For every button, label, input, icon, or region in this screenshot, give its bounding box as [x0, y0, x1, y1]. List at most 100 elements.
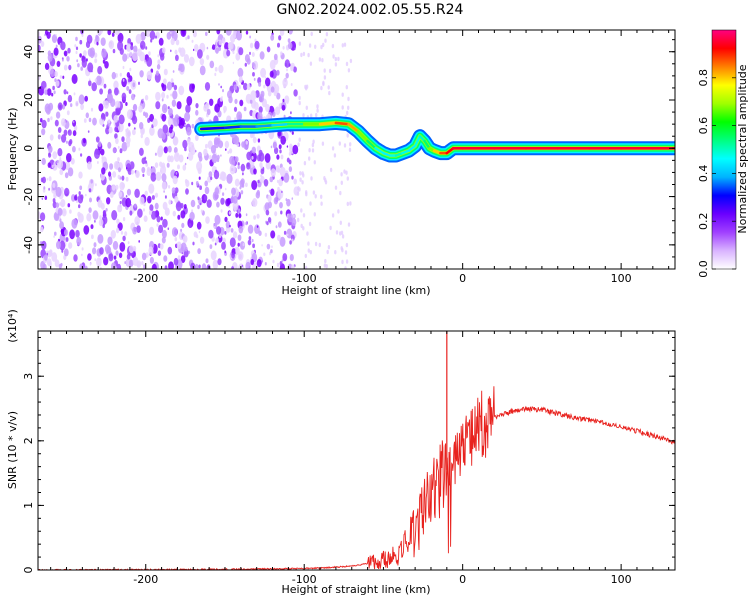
- noise-speckle: [176, 153, 179, 158]
- noise-speckle: [125, 176, 129, 182]
- noise-speckle: [238, 225, 244, 234]
- noise-speckle: [167, 246, 173, 255]
- noise-speckle: [103, 100, 109, 109]
- noise-speckle: [305, 105, 308, 111]
- noise-speckle: [41, 128, 46, 136]
- noise-speckle: [162, 47, 166, 54]
- noise-speckle: [129, 259, 134, 267]
- noise-speckle: [127, 38, 132, 45]
- noise-speckle: [75, 50, 78, 55]
- noise-speckle: [148, 51, 151, 56]
- noise-speckle: [52, 198, 56, 203]
- noise-speckle: [210, 250, 217, 261]
- noise-speckle: [108, 171, 112, 177]
- noise-speckle: [189, 211, 195, 221]
- y-tick-label: 40: [22, 45, 35, 59]
- noise-speckle: [322, 42, 325, 48]
- noise-speckle: [204, 82, 211, 91]
- noise-speckle: [340, 246, 343, 251]
- noise-speckle: [258, 106, 263, 114]
- noise-speckle: [102, 209, 107, 216]
- noise-speckle: [100, 172, 105, 181]
- noise-speckle: [146, 70, 153, 81]
- noise-speckle: [172, 175, 178, 185]
- noise-speckle: [47, 162, 51, 168]
- noise-speckle: [88, 117, 92, 123]
- noise-speckle: [181, 222, 185, 229]
- noise-speckle: [57, 207, 63, 216]
- noise-speckle: [204, 186, 210, 195]
- noise-speckle: [107, 93, 114, 104]
- noise-speckle: [218, 83, 220, 86]
- noise-speckle: [57, 148, 63, 157]
- noise-speckle: [41, 197, 43, 200]
- noise-speckle: [42, 176, 46, 184]
- noise-speckle: [103, 83, 107, 89]
- noise-speckle: [94, 219, 96, 223]
- noise-speckle: [221, 96, 223, 99]
- noise-speckle: [67, 203, 71, 208]
- noise-speckle: [86, 213, 92, 222]
- noise-speckle: [67, 47, 71, 54]
- noise-speckle: [113, 80, 119, 90]
- colorbar-tick-label: 0.2: [697, 212, 710, 230]
- noise-speckle: [117, 204, 123, 213]
- noise-speckle: [113, 115, 119, 123]
- noise-speckle: [145, 30, 151, 38]
- noise-speckle: [154, 72, 161, 83]
- noise-speckle: [103, 256, 109, 266]
- noise-speckle: [112, 147, 117, 154]
- noise-speckle: [51, 34, 58, 43]
- noise-speckle: [283, 172, 290, 183]
- noise-speckle: [143, 202, 146, 207]
- noise-speckle: [108, 40, 115, 50]
- noise-speckle: [264, 232, 268, 237]
- noise-speckle: [191, 83, 195, 90]
- noise-speckle: [270, 145, 273, 149]
- noise-speckle: [260, 168, 265, 175]
- noise-speckle: [272, 111, 276, 117]
- noise-speckle: [215, 237, 219, 244]
- noise-speckle: [186, 138, 191, 145]
- noise-speckle: [38, 75, 41, 81]
- noise-speckle: [218, 64, 224, 74]
- noise-speckle: [235, 52, 241, 61]
- noise-speckle: [246, 58, 251, 65]
- noise-speckle: [40, 212, 46, 222]
- noise-speckle: [122, 53, 128, 62]
- noise-speckle: [78, 171, 83, 179]
- noise-speckle: [48, 250, 53, 257]
- noise-speckle: [261, 244, 263, 247]
- noise-speckle: [159, 243, 164, 250]
- noise-speckle: [97, 161, 99, 164]
- ridge-core: [347, 122, 360, 133]
- noise-speckle: [112, 240, 119, 250]
- noise-speckle: [48, 145, 53, 154]
- noise-speckle: [69, 229, 75, 240]
- noise-speckle: [68, 242, 73, 249]
- noise-speckle: [47, 117, 50, 123]
- noise-speckle: [78, 94, 85, 105]
- noise-speckle: [136, 225, 141, 234]
- noise-speckle: [287, 38, 291, 43]
- noise-speckle: [109, 191, 114, 198]
- noise-speckle: [132, 256, 139, 266]
- noise-speckle: [194, 44, 199, 52]
- noise-speckle: [237, 208, 241, 214]
- noise-speckle: [313, 160, 316, 165]
- noise-speckle: [185, 188, 189, 195]
- colorbar-ticks: 0.0 0.2 0.4 0.6 0.8: [697, 69, 736, 278]
- noise-speckle: [246, 151, 252, 161]
- noise-speckle: [242, 243, 245, 247]
- noise-speckle: [253, 168, 257, 175]
- noise-speckle: [87, 130, 90, 133]
- noise-speckle: [51, 252, 58, 262]
- noise-speckle: [236, 111, 243, 122]
- ridge-core: [374, 146, 385, 155]
- noise-speckle: [302, 213, 306, 218]
- noise-speckle: [341, 234, 345, 239]
- noise-speckle: [38, 44, 41, 52]
- noise-speckle: [286, 198, 291, 207]
- noise-speckle: [77, 63, 80, 68]
- noise-speckle: [290, 111, 292, 115]
